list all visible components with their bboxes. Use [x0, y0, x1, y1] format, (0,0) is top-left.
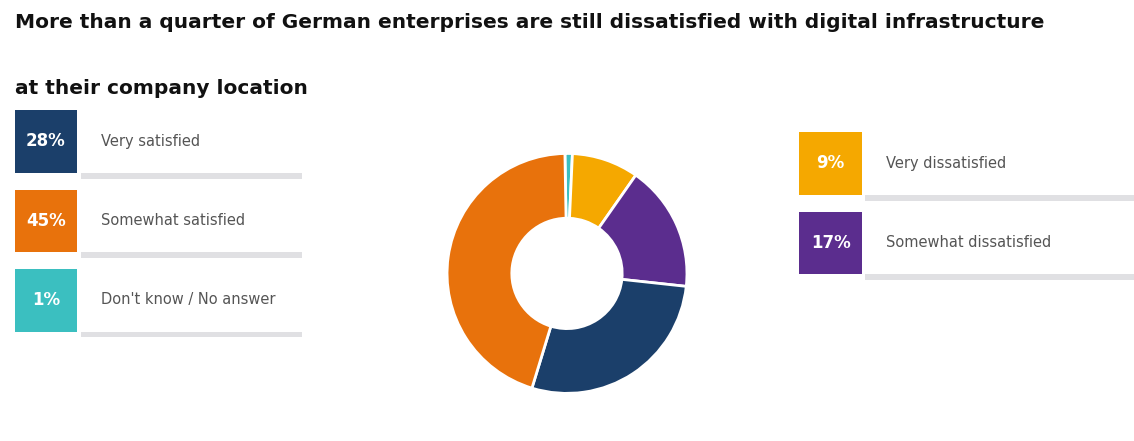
Text: Don't know / No answer: Don't know / No answer — [101, 292, 276, 307]
Text: 9%: 9% — [816, 154, 845, 172]
Text: 17%: 17% — [811, 234, 850, 251]
Text: 45%: 45% — [26, 212, 66, 229]
Text: 1%: 1% — [32, 291, 60, 309]
Text: Very satisfied: Very satisfied — [101, 134, 200, 149]
Wedge shape — [565, 153, 573, 218]
Text: Somewhat dissatisfied: Somewhat dissatisfied — [886, 235, 1051, 250]
Text: Very dissatisfied: Very dissatisfied — [886, 156, 1006, 171]
Text: More than a quarter of German enterprises are still dissatisfied with digital in: More than a quarter of German enterprise… — [15, 13, 1044, 32]
Wedge shape — [532, 280, 686, 393]
Wedge shape — [447, 153, 566, 388]
Text: Somewhat satisfied: Somewhat satisfied — [101, 213, 245, 228]
Wedge shape — [569, 153, 636, 228]
Text: 28%: 28% — [26, 132, 66, 150]
Wedge shape — [599, 175, 687, 286]
Text: at their company location: at their company location — [15, 79, 307, 98]
